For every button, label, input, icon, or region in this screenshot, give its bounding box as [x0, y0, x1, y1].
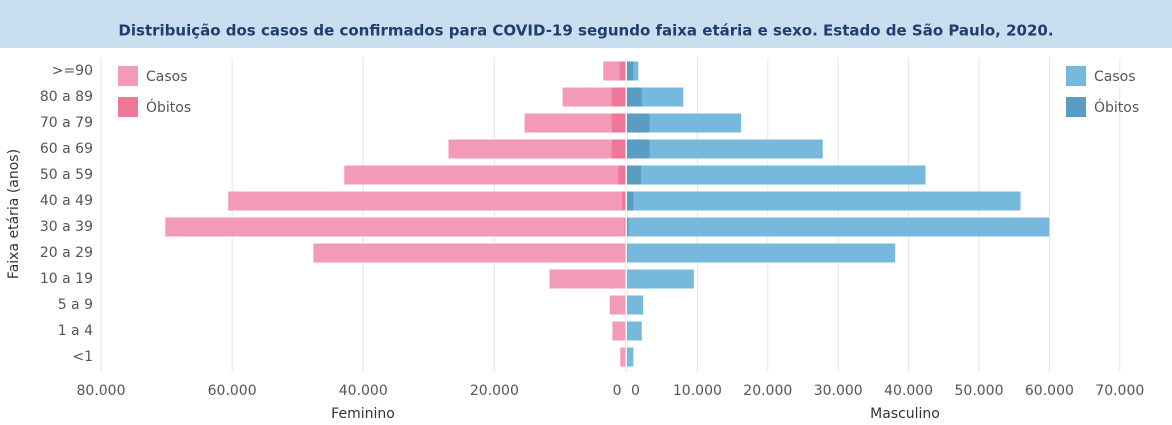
bar — [627, 139, 823, 159]
x-tick-label: 0 — [613, 383, 622, 399]
bar — [618, 165, 626, 185]
bar — [228, 191, 626, 211]
bar — [619, 61, 626, 81]
bar — [611, 87, 626, 107]
bar — [627, 321, 642, 341]
legend-label: Casos — [146, 69, 188, 85]
x-tick-label: 50.000 — [955, 383, 1004, 399]
y-tick-label: <1 — [72, 349, 93, 365]
legend-label: Óbitos — [1094, 98, 1139, 116]
chart-title: Distribuição dos casos de confirmados pa… — [118, 22, 1053, 40]
legend-label: Óbitos — [146, 98, 191, 116]
y-tick-label: 70 a 79 — [40, 115, 93, 131]
y-tick-label: 20 a 29 — [40, 245, 93, 261]
y-tick-label: 40 a 49 — [40, 193, 93, 209]
x-tick-label: 40.000 — [884, 383, 933, 399]
bar — [344, 165, 626, 185]
bar — [612, 321, 626, 341]
y-tick-label: 10 a 19 — [40, 271, 93, 287]
y-tick-label: >=90 — [52, 63, 93, 79]
legend-label: Casos — [1094, 69, 1136, 85]
bar — [611, 139, 626, 159]
y-tick-label: 5 a 9 — [58, 297, 93, 313]
bar — [627, 165, 926, 185]
x-tick-label: 80.000 — [77, 383, 126, 399]
bar — [627, 113, 650, 133]
bar — [627, 87, 642, 107]
bar — [627, 191, 634, 211]
title-banner — [0, 0, 1172, 48]
y-tick-label: 50 a 59 — [40, 167, 93, 183]
x-tick-label: 10.000 — [673, 383, 722, 399]
x-tick-label: 60.000 — [208, 383, 257, 399]
bar — [627, 295, 644, 315]
bar — [549, 269, 626, 289]
y-tick-label: 1 a 4 — [58, 323, 93, 339]
bar — [627, 113, 742, 133]
x-tick-label: 0 — [631, 383, 640, 399]
x-tick-label: 20.000 — [743, 383, 792, 399]
x-axis-title: Feminino — [331, 406, 395, 422]
legend-swatch — [1066, 66, 1086, 86]
bar — [622, 191, 626, 211]
bar — [627, 347, 634, 367]
x-tick-label: 70.000 — [1095, 383, 1144, 399]
x-axis-title: Masculino — [870, 406, 940, 422]
bar — [627, 243, 896, 263]
legend-swatch — [118, 66, 138, 86]
bar — [165, 217, 626, 237]
y-tick-label: 60 a 69 — [40, 141, 93, 157]
legend-swatch — [1066, 97, 1086, 117]
bar — [313, 243, 626, 263]
bar — [620, 347, 626, 367]
bar — [627, 139, 650, 159]
bar — [627, 191, 1021, 211]
bar — [627, 61, 634, 81]
bar — [448, 139, 626, 159]
legend-swatch — [118, 97, 138, 117]
bar — [611, 113, 626, 133]
bar — [627, 269, 694, 289]
bar — [624, 217, 626, 237]
y-tick-label: 30 a 39 — [40, 219, 93, 235]
y-axis-title: Faixa etária (anos) — [6, 149, 22, 279]
x-tick-label: 40.000 — [339, 383, 388, 399]
bar — [627, 165, 642, 185]
x-tick-label: 60.000 — [1025, 383, 1074, 399]
y-tick-label: 80 a 89 — [40, 89, 93, 105]
bar — [524, 113, 626, 133]
x-tick-label: 20.000 — [470, 383, 519, 399]
bar — [627, 217, 629, 237]
bar — [609, 295, 626, 315]
bar — [627, 217, 1050, 237]
x-tick-label: 30.000 — [814, 383, 863, 399]
bar — [562, 87, 626, 107]
